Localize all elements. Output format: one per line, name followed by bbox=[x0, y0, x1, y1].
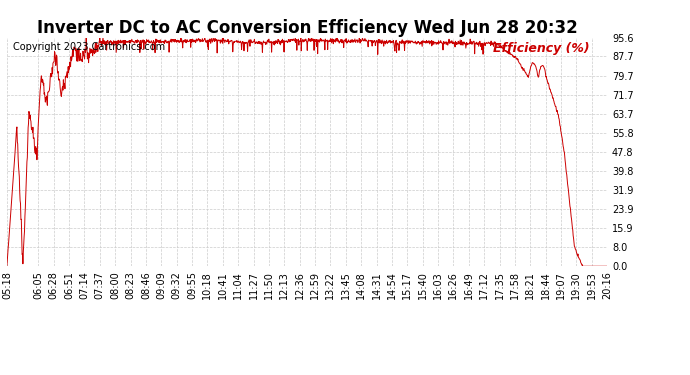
Text: Efficiency (%): Efficiency (%) bbox=[493, 42, 589, 55]
Title: Inverter DC to AC Conversion Efficiency Wed Jun 28 20:32: Inverter DC to AC Conversion Efficiency … bbox=[37, 20, 578, 38]
Text: Copyright 2023 Cartronics.com: Copyright 2023 Cartronics.com bbox=[13, 42, 165, 52]
